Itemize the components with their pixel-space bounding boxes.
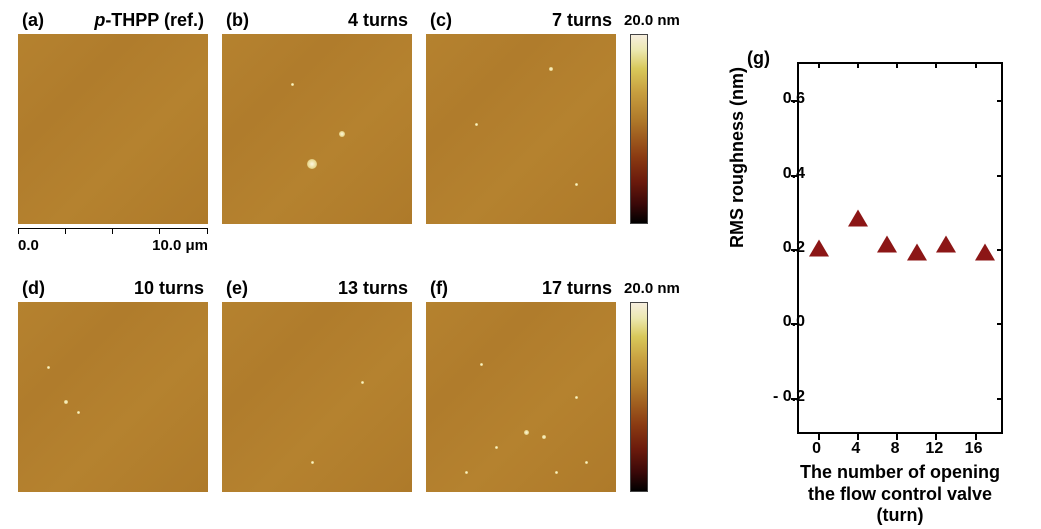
scalebar-left: 0.0 bbox=[18, 237, 39, 254]
scatter-marker bbox=[848, 210, 868, 227]
afm-image-c bbox=[426, 34, 616, 224]
panel-label-c: (c) bbox=[430, 10, 452, 31]
colorbar-bottom: 20.0 nm bbox=[630, 302, 648, 492]
afm-image-e bbox=[222, 302, 412, 492]
scalebar: 0.0 10.0 μm bbox=[18, 228, 208, 254]
colorbar-top: 20.0 nm bbox=[630, 34, 648, 224]
plot-area bbox=[797, 62, 1003, 434]
afm-panel-a: (a) p-THPP (ref.) bbox=[18, 10, 208, 224]
panel-title-e: 13 turns bbox=[338, 278, 408, 299]
colorbar-label-bottom: 20.0 nm bbox=[624, 280, 680, 297]
afm-image-d bbox=[18, 302, 208, 492]
panel-title-a: p-THPP (ref.) bbox=[94, 10, 204, 31]
scalebar-labels: 0.0 10.0 μm bbox=[18, 237, 208, 254]
panel-label-g: (g) bbox=[747, 48, 770, 69]
afm-panel-e: (e) 13 turns bbox=[222, 278, 412, 492]
x-axis-label: The number of opening the flow control v… bbox=[797, 462, 1003, 527]
scatter-marker bbox=[936, 236, 956, 253]
panel-title-d: 10 turns bbox=[134, 278, 204, 299]
afm-image-f bbox=[426, 302, 616, 492]
panel-label-f: (f) bbox=[430, 278, 448, 299]
panel-label-e: (e) bbox=[226, 278, 248, 299]
panel-label-b: (b) bbox=[226, 10, 249, 31]
colorbar-top-bar bbox=[630, 34, 648, 224]
panel-label-a: (a) bbox=[22, 10, 44, 31]
scalebar-line bbox=[18, 228, 208, 229]
afm-image-b bbox=[222, 34, 412, 224]
colorbar-label-top: 20.0 nm bbox=[624, 12, 680, 29]
scatter-marker bbox=[975, 243, 995, 260]
afm-panel-b: (b) 4 turns bbox=[222, 10, 412, 224]
scalebar-right: 10.0 μm bbox=[152, 237, 208, 254]
panel-title-f: 17 turns bbox=[542, 278, 612, 299]
afm-row-1: (a) p-THPP (ref.) (b) 4 turns (c) 7 turn… bbox=[18, 10, 648, 224]
panel-title-b: 4 turns bbox=[348, 10, 408, 31]
panel-title-c: 7 turns bbox=[552, 10, 612, 31]
afm-row-2: (d) 10 turns (e) 13 turns (f) 17 turns 2… bbox=[18, 278, 648, 492]
y-axis-label: RMS roughness (nm) bbox=[727, 67, 748, 248]
afm-panel-d: (d) 10 turns bbox=[18, 278, 208, 492]
colorbar-bottom-bar bbox=[630, 302, 648, 492]
scatter-marker bbox=[907, 243, 927, 260]
scatter-marker bbox=[809, 240, 829, 257]
figure-container: (a) p-THPP (ref.) (b) 4 turns (c) 7 turn… bbox=[0, 0, 1041, 529]
afm-image-a bbox=[18, 34, 208, 224]
scatter-plot: (g) RMS roughness (nm) The number of ope… bbox=[739, 48, 1019, 508]
afm-panel-c: (c) 7 turns bbox=[426, 10, 616, 224]
afm-panel-f: (f) 17 turns bbox=[426, 278, 616, 492]
panel-label-d: (d) bbox=[22, 278, 45, 299]
scatter-marker bbox=[877, 236, 897, 253]
